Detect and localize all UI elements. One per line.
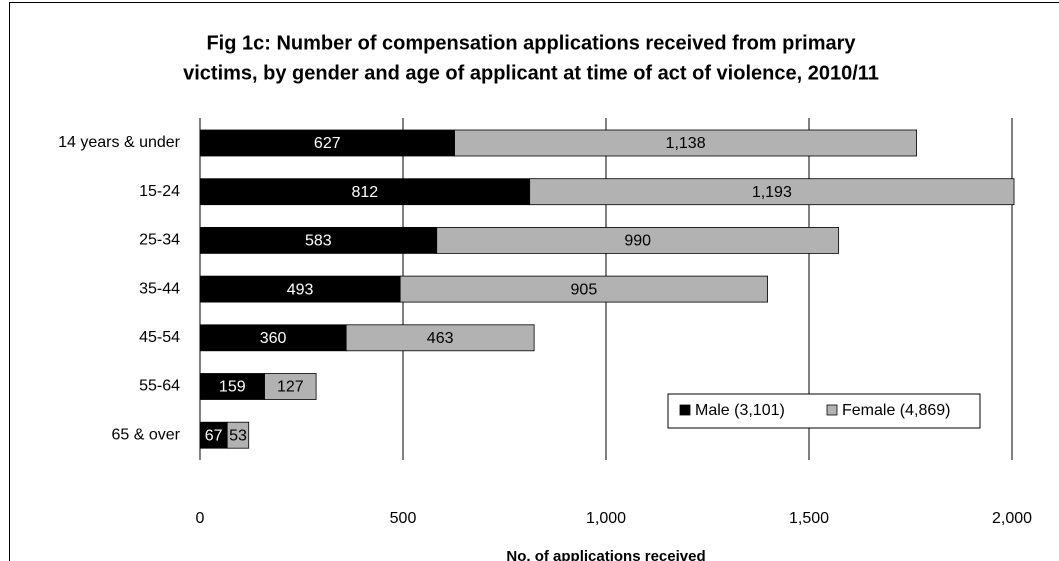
y-tick-label: 15-24: [139, 183, 180, 200]
data-label: 905: [571, 281, 598, 298]
chart-title: victims, by gender and age of applicant …: [183, 62, 879, 84]
data-label: 990: [624, 233, 651, 250]
legend-box: [667, 393, 981, 429]
data-label: 127: [277, 379, 304, 396]
bar-segment: [264, 373, 317, 400]
bar-segment: [529, 178, 1015, 206]
data-label: 360: [260, 330, 287, 347]
x-tick-label: 0: [196, 510, 205, 527]
bar-segment: [199, 275, 401, 303]
data-label: 812: [351, 184, 378, 201]
x-tick-label: 500: [390, 510, 417, 527]
legend-swatch: [679, 404, 691, 416]
data-label: 493: [287, 281, 314, 298]
legend-label: Male (3,101): [695, 402, 785, 419]
data-label: 53: [229, 427, 247, 444]
bar-segment: [454, 129, 917, 157]
data-label: 1,193: [752, 184, 792, 201]
bar-segment: [345, 324, 535, 352]
bar-segment: [199, 421, 228, 449]
chart-title: Fig 1c: Number of compensation applicati…: [206, 32, 856, 54]
legend-swatch: [826, 404, 838, 416]
data-label: 1,138: [666, 135, 706, 152]
x-tick-label: 1,000: [586, 510, 626, 527]
y-tick-label: 45-54: [139, 329, 180, 346]
data-label: 463: [427, 330, 454, 347]
y-tick-label: 14 years & under: [58, 134, 181, 151]
y-tick-label: 65 & over: [112, 426, 181, 443]
y-tick-label: 25-34: [139, 232, 180, 249]
data-label: 159: [219, 379, 246, 396]
data-label: 583: [305, 233, 332, 250]
x-axis-label: No. of applications received: [506, 548, 705, 561]
x-tick-label: 2,000: [992, 510, 1032, 527]
y-tick-label: 35-44: [139, 280, 180, 297]
data-label: 67: [205, 427, 223, 444]
x-tick-label: 1,500: [789, 510, 829, 527]
bar-segment: [199, 373, 265, 400]
bar-segment: [199, 324, 347, 352]
y-tick-label: 55-64: [139, 378, 180, 395]
bar-segment: [399, 275, 768, 303]
bar-segment: [436, 226, 840, 254]
legend-label: Female (4,869): [842, 402, 951, 419]
data-label: 627: [314, 135, 341, 152]
bar-segment: [226, 421, 250, 449]
